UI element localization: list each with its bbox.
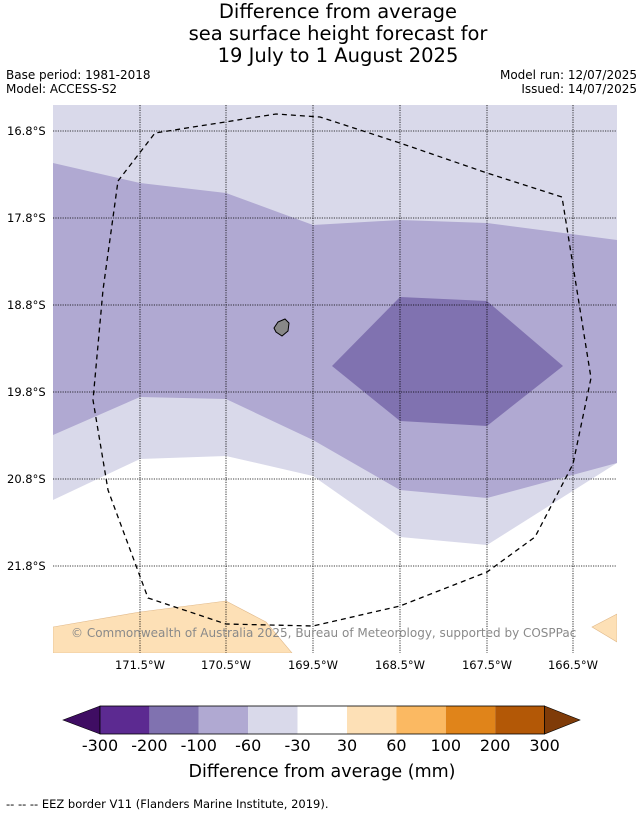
colorbar-tick-5: -30: [284, 736, 311, 755]
colorbar-seg-8: [445, 706, 496, 734]
lon-label-6: 166.5°W: [547, 658, 599, 672]
lon-label-2: 170.5°W: [200, 658, 252, 672]
colorbar-tick-4: -60: [235, 736, 262, 755]
lat-label-1: 16.8°S: [7, 124, 46, 138]
colorbar-tick-3: -100: [180, 736, 217, 755]
map-plot-area: [53, 105, 617, 653]
colorbar-seg-6: [347, 706, 397, 734]
colorbar-tick-6: 30: [336, 736, 358, 755]
lat-label-6: 21.8°S: [7, 559, 46, 573]
lon-label-4: 168.5°W: [374, 658, 426, 672]
meta-right: Model run: 12/07/2025 Issued: 14/07/2025: [500, 68, 637, 96]
lon-gridlines: [139, 105, 574, 653]
base-period: Base period: 1981-2018: [6, 68, 151, 82]
title-line-2: sea surface height forecast for: [188, 22, 488, 45]
contour-positive-east: [591, 613, 617, 643]
eez-border: [92, 113, 592, 627]
colorbar-seg-2: [149, 706, 199, 734]
colorbar-seg-1: [100, 706, 150, 734]
model-run: Model run: 12/07/2025: [499, 68, 637, 82]
colorbar-outline: [99, 705, 546, 735]
colorbar-seg-7: [396, 706, 446, 734]
meta-left: Base period: 1981-2018 Model: ACCESS-S2: [6, 68, 151, 96]
colorbar-seg-3: [198, 706, 249, 734]
title-line-3: 19 July to 1 August 2025: [217, 44, 459, 67]
lat-label-4: 19.8°S: [7, 385, 46, 399]
colorbar-seg-4: [248, 706, 298, 734]
map-title: Difference from average sea surface heig…: [0, 1, 644, 67]
colorbar-seg-9: [495, 706, 545, 734]
model-name: Model: ACCESS-S2: [6, 82, 118, 96]
lon-label-3: 169.5°W: [287, 658, 339, 672]
colorbar-extend-max: [544, 705, 581, 735]
colorbar-tick-8: 100: [430, 736, 462, 755]
colorbar-tick-10: 300: [529, 736, 560, 755]
contour-band-dark: [332, 297, 563, 426]
colorbar-title: Difference from average (mm): [188, 762, 456, 782]
colorbar-tick-2: -200: [131, 736, 168, 755]
colorbar-tick-1: -300: [81, 736, 119, 755]
lat-label-3: 18.8°S: [7, 298, 46, 312]
lat-label-2: 17.8°S: [7, 211, 46, 225]
lon-label-1: 171.5°W: [114, 658, 166, 672]
colorbar-tick-9: 200: [479, 736, 511, 755]
eez-footnote: -- -- -- EEZ border V11 (Flanders Marine…: [6, 797, 329, 811]
copyright-text: © Commonwealth of Australia 2025, Bureau…: [71, 626, 577, 640]
lon-label-5: 167.5°W: [461, 658, 513, 672]
island-niue: [273, 318, 290, 337]
colorbar-tick-7: 60: [386, 736, 407, 755]
colorbar: [62, 705, 581, 735]
lat-label-5: 20.8°S: [7, 472, 46, 486]
colorbar-extend-min: [62, 705, 101, 735]
lat-gridlines: [53, 130, 617, 567]
title-line-1: Difference from average: [218, 0, 458, 23]
colorbar-seg-5: [297, 706, 347, 734]
issued-date: Issued: 14/07/2025: [521, 82, 637, 96]
